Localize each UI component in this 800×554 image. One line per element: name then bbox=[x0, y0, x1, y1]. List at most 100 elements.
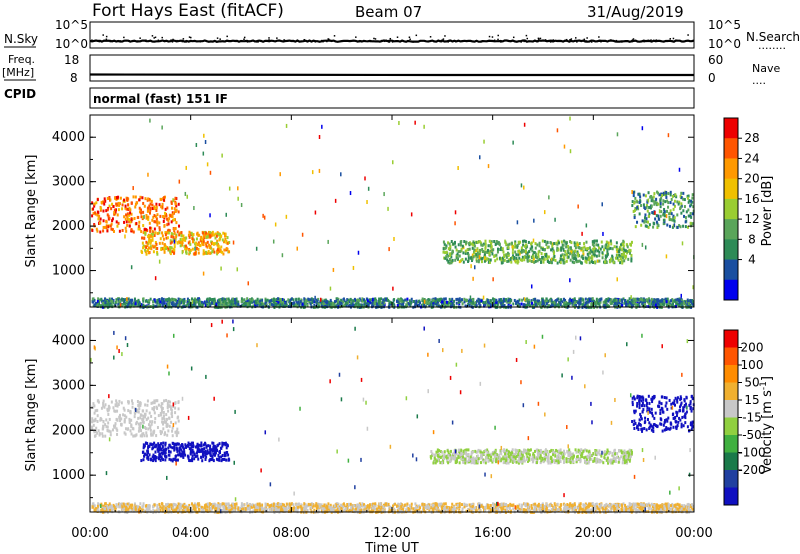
scatter-cell bbox=[150, 422, 153, 426]
scatter-cell bbox=[144, 231, 147, 235]
scatter-cell bbox=[512, 140, 514, 145]
scatter-cell bbox=[123, 420, 126, 424]
nsearch-point bbox=[268, 39, 270, 41]
scatter-cell bbox=[468, 298, 471, 302]
scatter-cell bbox=[114, 210, 117, 214]
scatter-cell bbox=[145, 240, 148, 244]
scatter-cell bbox=[170, 407, 173, 411]
scatter-cell bbox=[187, 441, 190, 445]
scatter-cell bbox=[162, 297, 165, 301]
scatter-cell bbox=[657, 224, 660, 228]
scatter-cell bbox=[214, 232, 217, 236]
nsearch-point bbox=[493, 39, 496, 41]
scatter-cell bbox=[115, 427, 118, 431]
scatter-cell bbox=[217, 302, 220, 306]
scatter-cell bbox=[190, 445, 193, 449]
scatter-cell bbox=[225, 212, 227, 217]
scatter-cell bbox=[522, 303, 525, 307]
scatter-cell bbox=[454, 210, 457, 215]
scatter-cell bbox=[105, 418, 108, 422]
scatter-cell bbox=[140, 230, 143, 234]
scatter-cell bbox=[526, 251, 529, 255]
scatter-cell bbox=[524, 303, 527, 307]
scatter-cell bbox=[550, 457, 553, 461]
scatter-cell bbox=[480, 257, 483, 261]
nave-label: Nave bbox=[752, 62, 780, 75]
scatter-cell bbox=[149, 206, 152, 210]
scatter-cell bbox=[102, 401, 105, 405]
scatter-cell bbox=[209, 170, 212, 175]
scatter-cell bbox=[130, 424, 133, 428]
scatter-cell bbox=[173, 242, 176, 246]
scatter-cell bbox=[130, 201, 133, 205]
scatter-cell bbox=[130, 432, 133, 436]
scatter-cell bbox=[465, 448, 468, 452]
scatter-cell bbox=[434, 461, 437, 465]
scatter-cell bbox=[176, 416, 179, 420]
scatter-cell bbox=[564, 298, 567, 302]
scatter-cell bbox=[169, 239, 172, 243]
scatter-cell bbox=[151, 238, 154, 242]
scatter-cell bbox=[621, 243, 624, 247]
scatter-cell bbox=[148, 238, 151, 242]
nsearch-point bbox=[527, 40, 530, 43]
scatter-cell bbox=[109, 224, 112, 228]
scatter-cell bbox=[662, 303, 665, 307]
nsearch-point bbox=[626, 40, 629, 42]
scatter-cell bbox=[102, 299, 105, 303]
scatter-cell bbox=[357, 250, 360, 255]
scatter-cell bbox=[102, 425, 105, 429]
scatter-cell bbox=[669, 209, 672, 213]
scatter-cell bbox=[159, 197, 162, 201]
scatter-cell bbox=[371, 299, 374, 303]
scatter-cell bbox=[171, 301, 174, 305]
scatter-cell bbox=[663, 209, 666, 213]
scatter-cell bbox=[186, 302, 189, 306]
scatter-cell bbox=[406, 303, 409, 307]
scatter-cell bbox=[473, 248, 476, 252]
scatter-cell bbox=[223, 248, 226, 252]
scatter-cell bbox=[598, 460, 601, 464]
scatter-cell bbox=[143, 214, 145, 219]
scatter-cell bbox=[567, 244, 570, 248]
scatter-cell bbox=[629, 249, 632, 253]
scatter-cell bbox=[447, 254, 450, 258]
scatter-cell bbox=[265, 303, 268, 307]
scatter-cell bbox=[123, 198, 126, 202]
scatter-cell bbox=[597, 451, 600, 455]
scatter-cell bbox=[93, 411, 96, 415]
scatter-cell bbox=[532, 304, 535, 308]
scatter-cell bbox=[106, 229, 109, 233]
scatter-cell bbox=[521, 298, 524, 302]
scatter-cell bbox=[578, 259, 581, 263]
scatter-cell bbox=[130, 265, 133, 270]
scatter-cell bbox=[477, 297, 480, 301]
scatter-cell bbox=[213, 242, 216, 246]
scatter-cell bbox=[181, 250, 184, 255]
scatter-cell bbox=[134, 302, 137, 306]
scatter-cell bbox=[93, 211, 96, 215]
scatter-cell bbox=[364, 176, 366, 181]
scatter-cell bbox=[622, 455, 625, 459]
scatter-cell bbox=[467, 455, 470, 459]
scatter-cell bbox=[582, 249, 585, 253]
scatter-cell bbox=[659, 199, 662, 203]
nsearch-point bbox=[621, 41, 623, 43]
scatter-cell bbox=[628, 304, 631, 308]
scatter-cell bbox=[223, 451, 226, 455]
scatter-cell bbox=[486, 301, 489, 305]
scatter-cell bbox=[300, 298, 303, 302]
scatter-cell bbox=[157, 403, 160, 407]
scatter-cell bbox=[563, 261, 566, 265]
scatter-cell bbox=[206, 245, 209, 249]
scatter-cell bbox=[194, 445, 197, 449]
scatter-cell bbox=[630, 304, 633, 308]
scatter-cell bbox=[583, 245, 586, 249]
scatter-cell bbox=[158, 443, 161, 447]
scatter-cell bbox=[418, 303, 421, 307]
scatter-cell bbox=[669, 190, 672, 194]
scatter-cell bbox=[521, 255, 524, 259]
scatter-cell bbox=[576, 241, 579, 245]
scatter-cell bbox=[656, 222, 659, 226]
scatter-cell bbox=[213, 301, 216, 305]
